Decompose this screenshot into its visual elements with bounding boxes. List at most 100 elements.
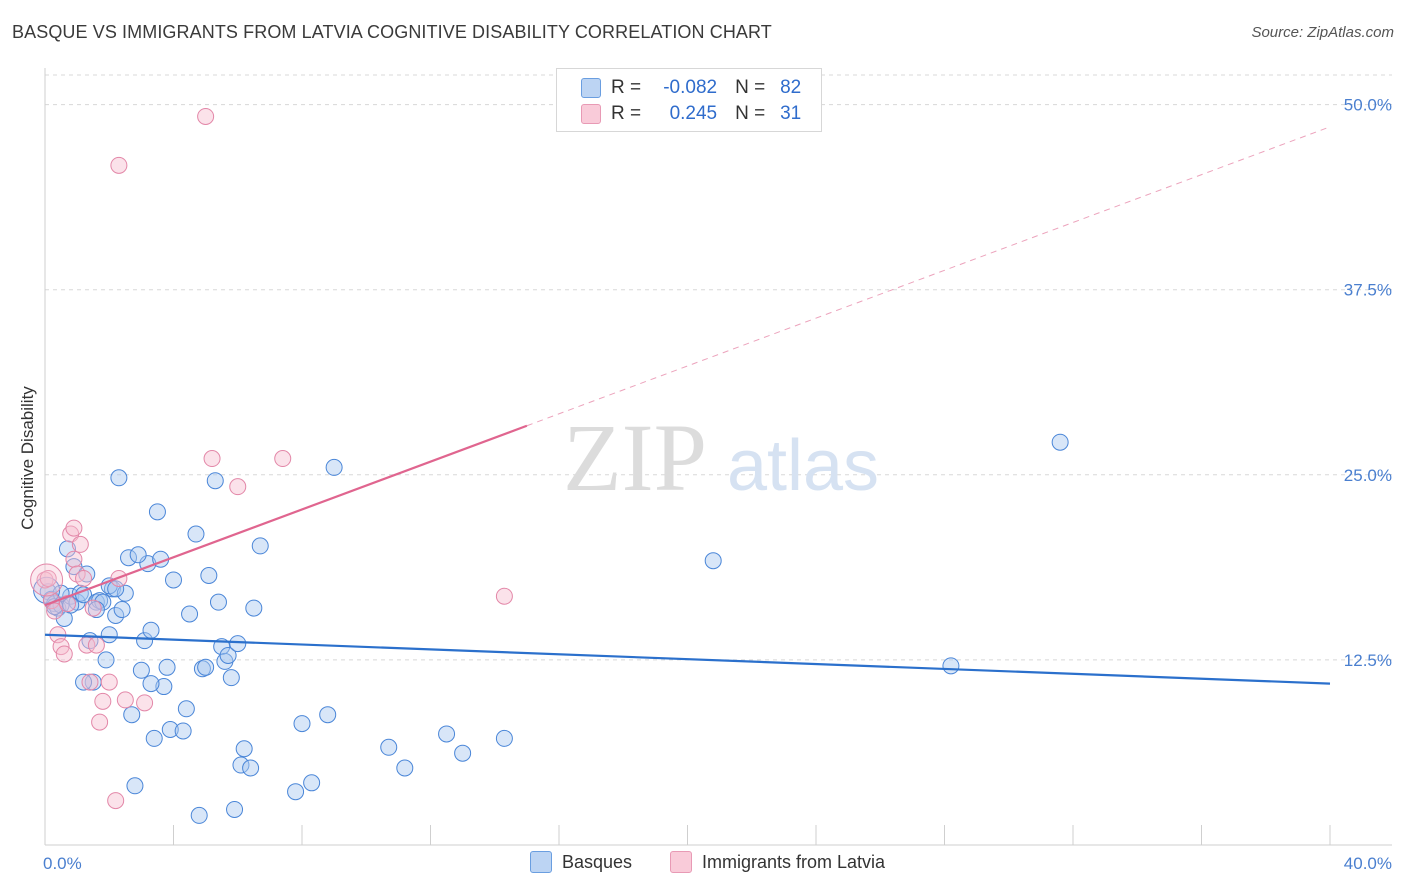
r-label: R =	[611, 103, 642, 124]
basques-point	[177, 700, 195, 718]
latvia-point	[39, 569, 57, 587]
x-tick-label: 40.0%	[1344, 854, 1392, 873]
basques-point	[222, 669, 240, 687]
basques-point	[396, 759, 414, 777]
axes	[44, 68, 1392, 846]
basques-point	[165, 571, 182, 589]
basques-point	[75, 673, 93, 691]
latvia-legend-swatch	[670, 851, 692, 873]
x-tick-label: 0.0%	[43, 854, 82, 873]
basques-point	[142, 621, 160, 639]
basques-point	[242, 759, 260, 777]
basques-point	[1051, 433, 1069, 451]
basques-point	[325, 458, 343, 476]
basques-point	[148, 503, 166, 521]
basques-point	[107, 580, 125, 598]
basques-point	[942, 657, 960, 675]
basques-point	[251, 537, 269, 555]
latvia-point	[495, 587, 513, 605]
series-basques	[33, 433, 1069, 824]
basques-point	[113, 601, 131, 619]
y-tick-label: 12.5%	[1344, 651, 1392, 670]
latvia-point	[100, 673, 118, 691]
basques-point	[206, 472, 224, 490]
basques-point	[226, 800, 244, 818]
basques-point	[97, 651, 115, 669]
latvia-point	[87, 636, 105, 654]
legend-row-latvia: R = 0.245 N = 31	[581, 102, 801, 126]
grid-lines	[45, 74, 1392, 661]
watermark-zip: ZIP	[563, 404, 707, 511]
basques-point	[145, 729, 163, 747]
n-label: N =	[735, 77, 766, 98]
basques-point	[174, 722, 192, 740]
basques-point	[129, 546, 147, 564]
basques-point	[219, 646, 237, 664]
latvia-point	[81, 673, 99, 691]
basques-point	[438, 725, 456, 743]
basques-point	[197, 658, 215, 676]
basques-point	[319, 706, 337, 724]
legend-label-latvia: Immigrants from Latvia	[702, 851, 886, 872]
correlation-legend: R = -0.082 N = 82 R = 0.245 N = 31	[556, 68, 822, 132]
latvia-point	[136, 694, 154, 712]
latvia-point	[94, 692, 112, 710]
latvia-point	[65, 519, 83, 537]
chart-title: BASQUE VS IMMIGRANTS FROM LATVIA COGNITI…	[12, 22, 772, 42]
latvia-swatch	[581, 104, 601, 124]
y-tick-label: 25.0%	[1344, 466, 1392, 485]
latvia-point	[84, 599, 102, 617]
r-value: -0.082	[663, 77, 718, 98]
basques-point	[303, 774, 321, 792]
basques-point	[161, 721, 179, 738]
basques-point	[380, 738, 398, 756]
legend-row-basques: R = -0.082 N = 82	[581, 76, 801, 100]
basques-point	[142, 675, 160, 693]
basques-point	[120, 549, 138, 567]
basques-point	[229, 635, 247, 653]
source-label: Source: ZipAtlas.com	[1251, 24, 1394, 41]
basques-legend-swatch	[530, 851, 552, 873]
legend-label-basques: Basques	[562, 851, 633, 872]
basques-point	[107, 606, 125, 624]
latvia-point	[274, 450, 292, 468]
y-tick-label: 37.5%	[1344, 281, 1392, 300]
latvia-point	[197, 107, 215, 125]
watermark-atlas: atlas	[727, 426, 879, 506]
latvia-point	[107, 792, 125, 810]
latvia-point	[55, 645, 73, 663]
basques-point	[454, 744, 472, 762]
basques-point	[495, 729, 513, 747]
trend-lines	[44, 126, 1331, 685]
latvia-point	[116, 691, 134, 709]
latvia-point	[110, 156, 128, 174]
n-value: 82	[780, 77, 802, 98]
basques-point	[209, 593, 227, 611]
legend-item-basques[interactable]: Basques	[530, 851, 632, 873]
y-tick-label: 50.0%	[1344, 96, 1392, 115]
latvia-trend-line	[44, 424, 528, 607]
basques-point	[136, 632, 154, 650]
series-legend: Basques Immigrants from Latvia	[0, 851, 1406, 877]
r-label: R =	[611, 77, 642, 98]
basques-point	[116, 584, 134, 602]
basques-point	[187, 525, 205, 543]
basques-point	[287, 783, 305, 801]
basques-point	[158, 658, 176, 676]
basques-point	[235, 740, 253, 758]
basques-swatch	[581, 78, 601, 98]
basques-point	[110, 469, 128, 487]
latvia-point	[229, 478, 247, 496]
basques-point	[126, 777, 144, 795]
latvia-trend-line-extension	[526, 126, 1331, 427]
r-value: 0.245	[669, 103, 718, 124]
basques-point	[123, 706, 141, 724]
basques-point	[155, 678, 173, 696]
latvia-point	[203, 450, 221, 468]
latvia-point	[71, 535, 89, 553]
watermark: ZIP atlas	[563, 404, 879, 511]
legend-item-latvia[interactable]: Immigrants from Latvia	[670, 851, 885, 873]
latvia-point	[75, 569, 93, 587]
basques-point	[132, 661, 150, 679]
